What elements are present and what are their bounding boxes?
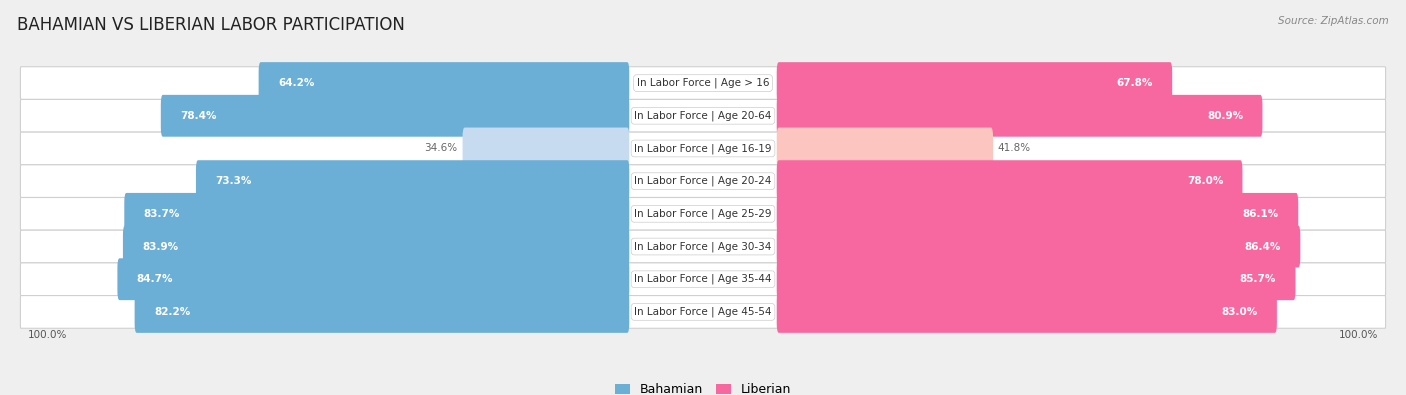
Text: In Labor Force | Age 35-44: In Labor Force | Age 35-44 [634,274,772,284]
FancyBboxPatch shape [776,95,1263,137]
Text: 64.2%: 64.2% [278,78,315,88]
Text: 34.6%: 34.6% [425,143,458,154]
Text: 78.0%: 78.0% [1187,176,1223,186]
FancyBboxPatch shape [776,226,1301,267]
FancyBboxPatch shape [21,198,1385,230]
Text: In Labor Force | Age 45-54: In Labor Force | Age 45-54 [634,307,772,317]
FancyBboxPatch shape [160,95,630,137]
FancyBboxPatch shape [135,291,630,333]
Text: 100.0%: 100.0% [1339,331,1378,340]
FancyBboxPatch shape [21,165,1385,198]
Text: 82.2%: 82.2% [153,307,190,317]
FancyBboxPatch shape [776,258,1295,300]
FancyBboxPatch shape [21,67,1385,100]
Text: 84.7%: 84.7% [136,274,173,284]
Text: 86.4%: 86.4% [1244,241,1281,252]
FancyBboxPatch shape [776,160,1243,202]
Text: In Labor Force | Age > 16: In Labor Force | Age > 16 [637,78,769,88]
FancyBboxPatch shape [21,132,1385,165]
FancyBboxPatch shape [776,193,1298,235]
FancyBboxPatch shape [463,128,630,169]
FancyBboxPatch shape [195,160,630,202]
Text: In Labor Force | Age 20-24: In Labor Force | Age 20-24 [634,176,772,186]
Text: 83.0%: 83.0% [1222,307,1257,317]
Text: 73.3%: 73.3% [215,176,252,186]
Text: 100.0%: 100.0% [28,331,67,340]
Text: 83.9%: 83.9% [142,241,179,252]
FancyBboxPatch shape [21,230,1385,263]
FancyBboxPatch shape [776,62,1173,104]
FancyBboxPatch shape [117,258,630,300]
Text: Source: ZipAtlas.com: Source: ZipAtlas.com [1278,16,1389,26]
Text: 86.1%: 86.1% [1243,209,1279,219]
FancyBboxPatch shape [124,193,630,235]
FancyBboxPatch shape [21,295,1385,328]
Text: 80.9%: 80.9% [1206,111,1243,121]
Text: 67.8%: 67.8% [1116,78,1153,88]
Text: In Labor Force | Age 16-19: In Labor Force | Age 16-19 [634,143,772,154]
FancyBboxPatch shape [21,263,1385,295]
FancyBboxPatch shape [776,291,1277,333]
FancyBboxPatch shape [776,128,993,169]
Text: In Labor Force | Age 25-29: In Labor Force | Age 25-29 [634,209,772,219]
Text: 83.7%: 83.7% [143,209,180,219]
FancyBboxPatch shape [122,226,630,267]
FancyBboxPatch shape [259,62,630,104]
Text: BAHAMIAN VS LIBERIAN LABOR PARTICIPATION: BAHAMIAN VS LIBERIAN LABOR PARTICIPATION [17,16,405,34]
Legend: Bahamian, Liberian: Bahamian, Liberian [614,383,792,395]
Text: 85.7%: 85.7% [1240,274,1277,284]
Text: In Labor Force | Age 30-34: In Labor Force | Age 30-34 [634,241,772,252]
Text: In Labor Force | Age 20-64: In Labor Force | Age 20-64 [634,111,772,121]
Text: 78.4%: 78.4% [180,111,217,121]
FancyBboxPatch shape [21,100,1385,132]
Text: 41.8%: 41.8% [998,143,1031,154]
